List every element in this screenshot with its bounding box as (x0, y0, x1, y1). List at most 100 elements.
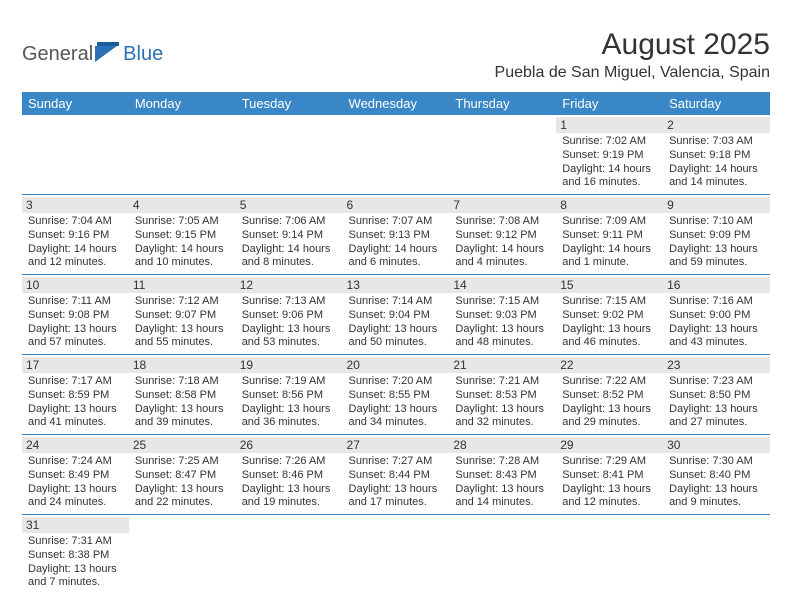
page-header: General Blue August 2025 Puebla de San M… (22, 28, 770, 82)
day-info: Sunrise: 7:13 AMSunset: 9:06 PMDaylight:… (242, 295, 337, 350)
daylight-line: Daylight: 13 hours and 27 minutes. (669, 403, 764, 431)
day-cell: 11Sunrise: 7:12 AMSunset: 9:07 PMDayligh… (129, 275, 236, 355)
day-info: Sunrise: 7:15 AMSunset: 9:03 PMDaylight:… (455, 295, 550, 350)
daylight-line: Daylight: 13 hours and 41 minutes. (28, 403, 123, 431)
day-number: 20 (343, 357, 450, 373)
sunrise-line: Sunrise: 7:03 AM (669, 135, 764, 149)
sunset-line: Sunset: 9:16 PM (28, 229, 123, 243)
sunset-line: Sunset: 8:52 PM (562, 389, 657, 403)
daylight-line: Daylight: 13 hours and 14 minutes. (455, 483, 550, 511)
day-number: 13 (343, 277, 450, 293)
sunset-line: Sunset: 9:00 PM (669, 309, 764, 323)
day-cell: 10Sunrise: 7:11 AMSunset: 9:08 PMDayligh… (22, 275, 129, 355)
sunset-line: Sunset: 8:49 PM (28, 469, 123, 483)
day-number: 12 (236, 277, 343, 293)
day-info: Sunrise: 7:27 AMSunset: 8:44 PMDaylight:… (349, 455, 444, 510)
daylight-line: Daylight: 14 hours and 4 minutes. (455, 243, 550, 271)
daylight-line: Daylight: 13 hours and 53 minutes. (242, 323, 337, 351)
empty-cell (236, 515, 343, 595)
sunrise-line: Sunrise: 7:04 AM (28, 215, 123, 229)
day-info: Sunrise: 7:31 AMSunset: 8:38 PMDaylight:… (28, 535, 123, 590)
daylight-line: Daylight: 13 hours and 36 minutes. (242, 403, 337, 431)
daylight-line: Daylight: 13 hours and 32 minutes. (455, 403, 550, 431)
day-info: Sunrise: 7:18 AMSunset: 8:58 PMDaylight:… (135, 375, 230, 430)
daylight-line: Daylight: 13 hours and 34 minutes. (349, 403, 444, 431)
title-block: August 2025 Puebla de San Miguel, Valenc… (495, 28, 770, 82)
day-info: Sunrise: 7:05 AMSunset: 9:15 PMDaylight:… (135, 215, 230, 270)
sunset-line: Sunset: 8:56 PM (242, 389, 337, 403)
daylight-line: Daylight: 13 hours and 55 minutes. (135, 323, 230, 351)
sunset-line: Sunset: 9:13 PM (349, 229, 444, 243)
empty-cell (343, 115, 450, 195)
day-cell: 7Sunrise: 7:08 AMSunset: 9:12 PMDaylight… (449, 195, 556, 275)
daylight-line: Daylight: 13 hours and 22 minutes. (135, 483, 230, 511)
sunrise-line: Sunrise: 7:16 AM (669, 295, 764, 309)
sunrise-line: Sunrise: 7:11 AM (28, 295, 123, 309)
day-cell: 22Sunrise: 7:22 AMSunset: 8:52 PMDayligh… (556, 355, 663, 435)
sunset-line: Sunset: 9:15 PM (135, 229, 230, 243)
daylight-line: Daylight: 13 hours and 17 minutes. (349, 483, 444, 511)
location-subtitle: Puebla de San Miguel, Valencia, Spain (495, 64, 770, 82)
day-number: 15 (556, 277, 663, 293)
day-number: 24 (22, 437, 129, 453)
sunrise-line: Sunrise: 7:07 AM (349, 215, 444, 229)
day-info: Sunrise: 7:28 AMSunset: 8:43 PMDaylight:… (455, 455, 550, 510)
day-cell: 28 Sunrise: 7:28 AMSunset: 8:43 PMDayligh… (449, 435, 556, 515)
sunset-line: Sunset: 8:53 PM (455, 389, 550, 403)
sunrise-line: Sunrise: 7:24 AM (28, 455, 123, 469)
weekday-header: Wednesday (343, 92, 450, 115)
empty-cell (129, 115, 236, 195)
day-cell: 25Sunrise: 7:25 AMSunset: 8:47 PMDayligh… (129, 435, 236, 515)
weekday-header: Sunday (22, 92, 129, 115)
sunrise-line: Sunrise: 7:18 AM (135, 375, 230, 389)
day-info: Sunrise: 7:21 AMSunset: 8:53 PMDaylight:… (455, 375, 550, 430)
day-cell: 4 Sunrise: 7:05 AMSunset: 9:15 PMDaylight… (129, 195, 236, 275)
day-number: 26 (236, 437, 343, 453)
weekday-header: Monday (129, 92, 236, 115)
weekday-header: Friday (556, 92, 663, 115)
day-cell: 8Sunrise: 7:09 AMSunset: 9:11 PMDaylight… (556, 195, 663, 275)
empty-cell (449, 115, 556, 195)
day-number: 5 (236, 197, 343, 213)
empty-cell (449, 515, 556, 595)
day-number: 21 (449, 357, 556, 373)
sunset-line: Sunset: 9:19 PM (562, 149, 657, 163)
day-info: Sunrise: 7:12 AMSunset: 9:07 PMDaylight:… (135, 295, 230, 350)
day-info: Sunrise: 7:19 AMSunset: 8:56 PMDaylight:… (242, 375, 337, 430)
sunrise-line: Sunrise: 7:13 AM (242, 295, 337, 309)
sunset-line: Sunset: 8:59 PM (28, 389, 123, 403)
sunset-line: Sunset: 9:09 PM (669, 229, 764, 243)
day-number: 29 (556, 437, 663, 453)
day-number: 4 (129, 197, 236, 213)
day-cell: 20Sunrise: 7:20 AMSunset: 8:55 PMDayligh… (343, 355, 450, 435)
sunrise-line: Sunrise: 7:17 AM (28, 375, 123, 389)
day-number: 19 (236, 357, 343, 373)
sunset-line: Sunset: 9:06 PM (242, 309, 337, 323)
day-number: 30 (663, 437, 770, 453)
day-number: 10 (22, 277, 129, 293)
sunrise-line: Sunrise: 7:09 AM (562, 215, 657, 229)
sunset-line: Sunset: 8:50 PM (669, 389, 764, 403)
sunset-line: Sunset: 8:38 PM (28, 549, 123, 563)
daylight-line: Daylight: 13 hours and 50 minutes. (349, 323, 444, 351)
sunrise-line: Sunrise: 7:15 AM (562, 295, 657, 309)
daylight-line: Daylight: 13 hours and 9 minutes. (669, 483, 764, 511)
sunset-line: Sunset: 9:12 PM (455, 229, 550, 243)
day-cell: 3Sunrise: 7:04 AMSunset: 9:16 PMDaylight… (22, 195, 129, 275)
sunrise-line: Sunrise: 7:29 AM (562, 455, 657, 469)
sunset-line: Sunset: 8:47 PM (135, 469, 230, 483)
day-number: 16 (663, 277, 770, 293)
day-info: Sunrise: 7:08 AMSunset: 9:12 PMDaylight:… (455, 215, 550, 270)
day-number: 14 (449, 277, 556, 293)
day-number: 3 (22, 197, 129, 213)
sunset-line: Sunset: 9:02 PM (562, 309, 657, 323)
day-cell: 19 Sunrise: 7:19 AMSunset: 8:56 PMDayligh… (236, 355, 343, 435)
sunrise-line: Sunrise: 7:26 AM (242, 455, 337, 469)
day-number: 28 (449, 437, 556, 453)
day-cell: 12 Sunrise: 7:13 AMSunset: 9:06 PMDayligh… (236, 275, 343, 355)
day-number: 27 (343, 437, 450, 453)
logo-text-blue: Blue (123, 43, 163, 66)
day-info: Sunrise: 7:06 AMSunset: 9:14 PMDaylight:… (242, 215, 337, 270)
sunrise-line: Sunrise: 7:20 AM (349, 375, 444, 389)
day-info: Sunrise: 7:02 AMSunset: 9:19 PMDaylight:… (562, 135, 657, 190)
